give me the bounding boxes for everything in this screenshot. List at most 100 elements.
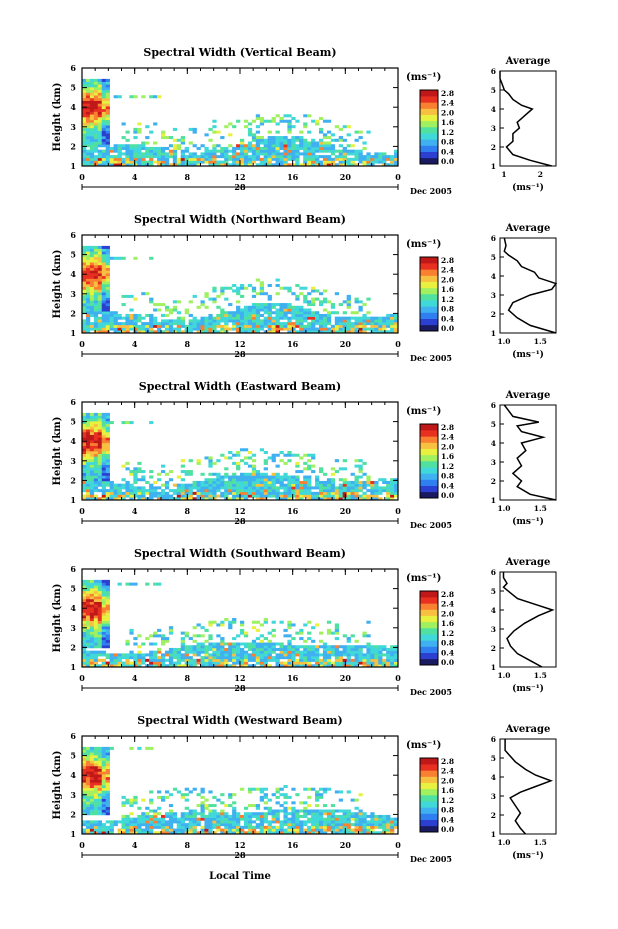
heatmap-cell [338,494,343,498]
heatmap-cell [275,138,280,142]
heatmap-cell [291,480,296,484]
heatmap-cell [93,270,99,274]
avg-y-tick-label: 2 [491,310,496,319]
heatmap-cell [101,163,106,167]
heatmap-cell [93,585,99,589]
heatmap-cell [275,141,280,145]
heatmap-cell [97,582,103,586]
heatmap-cell [259,308,264,312]
heatmap-cell [89,795,95,799]
heatmap-cell [283,311,288,315]
colorbar-swatch [420,758,438,765]
heatmap-cell [255,804,261,808]
colorbar-tick-label: 2.0 [441,609,454,618]
heatmap-cell [161,322,166,326]
heatmap-cell [105,637,110,641]
heatmap-cell [172,319,178,323]
heatmap-cell [85,251,91,255]
colorbar-swatch [420,628,438,635]
heatmap-cell [89,626,95,630]
heatmap-cell [232,322,237,326]
heatmap-cell [350,486,355,490]
heatmap-cell [255,305,261,309]
heatmap-cell [330,152,336,156]
heatmap-cell [326,322,332,326]
heatmap-cell [208,138,213,142]
heatmap-cell [172,152,178,156]
heatmap-cell [251,491,257,495]
heatmap-cell [283,814,288,818]
heatmap-cell [240,480,245,484]
heatmap-cell [157,806,162,810]
heatmap-cell [240,817,245,821]
heatmap-cell [271,324,276,328]
heatmap-cell [133,494,138,498]
heatmap-cell [125,831,130,835]
heatmap-cell [85,785,91,789]
heatmap-cell [192,634,197,638]
heatmap-cell [287,494,292,498]
heatmap-cell [101,308,106,312]
heatmap-cell [236,300,241,304]
heatmap-cell [267,316,272,320]
heatmap-cell [208,461,213,465]
heatmap-cell [358,475,363,479]
heatmap-cell [196,804,201,808]
heatmap-cell [303,483,308,487]
heatmap-cell [279,138,284,142]
heatmap-cell [279,653,284,657]
heatmap-cell [263,793,268,797]
heatmap-cell [283,141,288,145]
heatmap-cell [153,661,158,665]
heatmap-cell [82,160,87,164]
heatmap-cell [346,297,351,301]
heatmap-cell [232,812,237,816]
heatmap-cell [212,478,217,482]
heatmap-cell [133,637,138,641]
heatmap-cell [93,626,99,630]
heatmap-cell [259,787,264,791]
heatmap-cell [275,130,280,134]
heatmap-cell [386,653,391,657]
heatmap-cell [330,817,336,821]
heatmap-cell [247,653,253,657]
heatmap-cell [263,330,268,334]
heatmap-cell [212,497,217,501]
heatmap-cell [133,653,138,657]
heatmap-cell [236,313,241,317]
heatmap-cell [220,658,225,662]
avg-x-tick-label: 1 [501,170,506,179]
heatmap-cell [295,470,300,474]
heatmap-cell [326,480,332,484]
heatmap-cell [85,127,91,131]
heatmap-cell [85,311,91,315]
heatmap-cell [85,768,91,772]
heatmap-cell [319,292,324,296]
heatmap-cell [97,273,103,277]
heatmap-cell [259,146,264,150]
heatmap-cell [188,812,193,816]
heatmap-cell [168,812,174,816]
heatmap-cell [97,618,103,622]
heatmap-cell [354,319,359,323]
heatmap-cell [101,461,106,465]
heatmap-cell [168,330,174,334]
average-xlabel: (ms⁻¹) [512,683,544,694]
heatmap-cell [358,793,363,797]
heatmap-cell [82,631,87,635]
heatmap-cell [184,311,189,315]
heatmap-cell [89,809,95,813]
heatmap-cell [200,812,205,816]
heatmap-cell [370,324,375,328]
heatmap-cell [149,790,154,794]
heatmap-cell [382,814,387,818]
heatmap-cell [220,146,225,150]
heatmap-cell [354,322,359,326]
heatmap-cell [279,483,284,487]
heatmap-cell [157,478,162,482]
colorbar-tick-label: 0.8 [441,305,454,314]
heatmap-cell [338,653,343,657]
heatmap-cell [137,664,142,668]
panel-title: Spectral Width (Southward Beam) [134,547,346,560]
heatmap-cell [101,322,106,326]
